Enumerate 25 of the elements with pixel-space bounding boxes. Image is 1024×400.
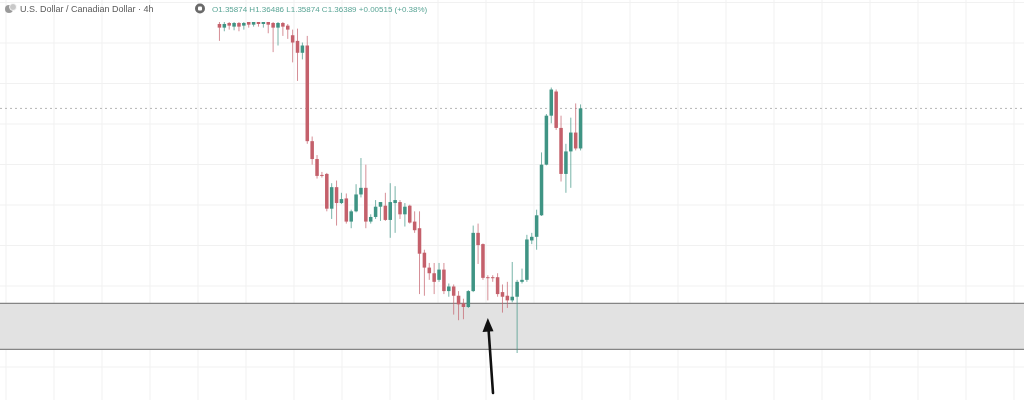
candlestick: [349, 209, 353, 229]
candlestick: [461, 298, 466, 320]
candlestick: [354, 183, 358, 213]
candlestick: [564, 143, 568, 194]
candlestick: [232, 21, 236, 31]
candlestick: [451, 283, 456, 316]
candlestick: [276, 21, 280, 46]
text: O1.35874 H1.36486 L1.35874 C1.36389 +0.00515 (+0.38%): [212, 5, 428, 14]
candlestick: [442, 262, 446, 295]
candlestick: [520, 268, 524, 284]
candlestick: [510, 261, 514, 303]
candlestick: [569, 117, 573, 189]
candlestick: [290, 29, 295, 63]
candlestick: [500, 283, 505, 314]
candlestick: [378, 201, 383, 222]
candlestick: [403, 202, 407, 228]
candlestick: [217, 21, 222, 42]
candlestick: [515, 279, 519, 354]
candlestick: [359, 157, 363, 198]
candlestick: [310, 136, 314, 166]
candlestick: [398, 199, 402, 220]
candlestick: [432, 262, 436, 295]
candlestick: [237, 21, 241, 32]
candlestick: [437, 262, 441, 283]
text: U.S. Dollar / Canadian Dollar · 4h: [20, 4, 154, 14]
